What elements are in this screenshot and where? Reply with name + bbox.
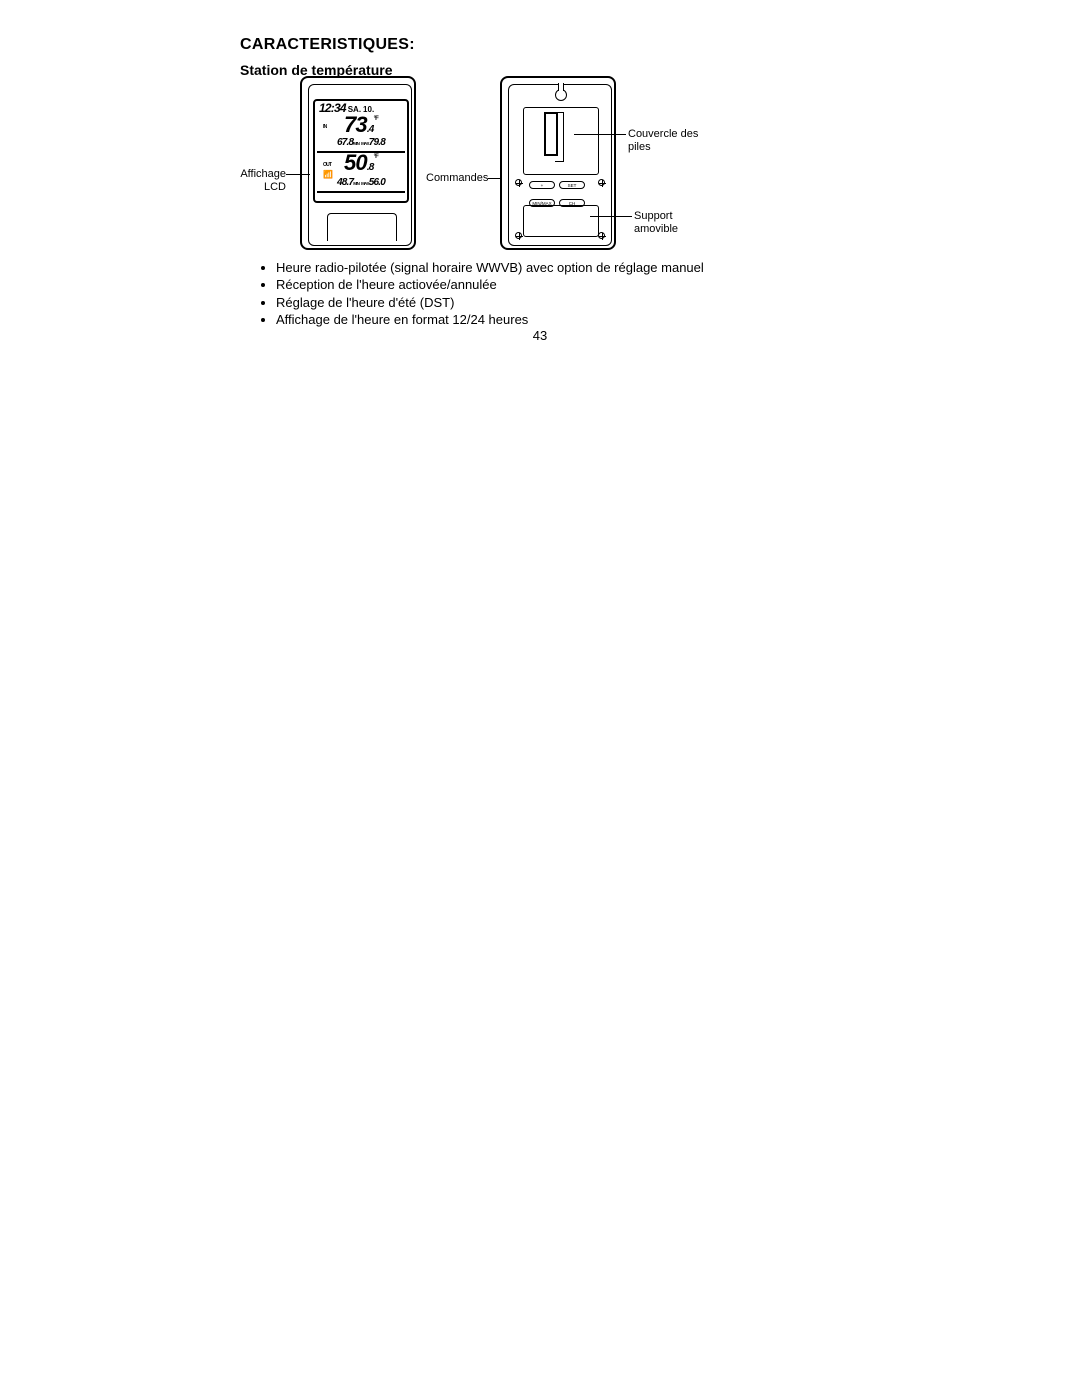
callout-stand: Support amovible: [634, 210, 678, 236]
feature-item: Réception de l'heure actiovée/annulée: [276, 277, 816, 293]
lcd-out-dec: .8: [367, 162, 374, 173]
stand-recess: [523, 205, 599, 237]
lead-stand: [590, 216, 632, 217]
lcd-out-max: 56.0: [369, 177, 385, 188]
lcd-out-unit: °F: [374, 154, 378, 160]
screw-icon: [515, 179, 522, 186]
lead-lcd: [286, 174, 310, 175]
front-bottom-panel: [327, 213, 397, 241]
lcd-out-max-label: MAX: [361, 181, 369, 186]
device-diagram: 12:34SA.10. IN 73.4°F 67.8MIN MAX79.8 OU…: [236, 76, 776, 254]
feature-item: Réglage de l'heure d'été (DST): [276, 295, 816, 311]
lead-battery- cover: [574, 134, 626, 135]
lcd-in-max-label: MAX: [361, 141, 369, 146]
screw-icon: [515, 232, 522, 239]
lcd-in-int: 73: [344, 112, 367, 137]
battery-compartment: [523, 107, 599, 175]
front-device: 12:34SA.10. IN 73.4°F 67.8MIN MAX79.8 OU…: [300, 76, 416, 250]
manual-page: CARACTERISTIQUES: Station de température…: [0, 0, 1080, 1397]
lcd-screen: 12:34SA.10. IN 73.4°F 67.8MIN MAX79.8 OU…: [313, 99, 409, 203]
lcd-divider-2: [317, 191, 405, 193]
callout-lcd: Affichage LCD: [236, 168, 286, 194]
page-number: 43: [0, 328, 1080, 343]
lcd-out-min-label: MIN: [353, 181, 359, 186]
back-device-inner: +SET MIN/MAXCH: [508, 84, 612, 246]
front-device-bezel: 12:34SA.10. IN 73.4°F 67.8MIN MAX79.8 OU…: [308, 84, 412, 246]
hang-slot: [558, 83, 564, 91]
lcd-out-min: 48.7: [337, 177, 353, 188]
back-button-2: SET: [559, 181, 585, 189]
feature-list: Heure radio-pilotée (signal horaire WWVB…: [256, 260, 816, 329]
lcd-outdoor-minmax: 48.7MIN MAX56.0: [319, 177, 403, 188]
screw-icon: [598, 232, 605, 239]
lcd-out-int: 50: [344, 150, 367, 175]
callout-commands: Commandes: [426, 172, 488, 185]
lcd-outdoor-temp: OUT 📶 50.8°F: [319, 153, 403, 179]
lcd-in-min: 67.8: [337, 137, 353, 148]
back-device: +SET MIN/MAXCH: [500, 76, 616, 250]
battery-cover: [544, 112, 558, 156]
lcd-in-dec: .4: [367, 124, 374, 135]
lcd-indoor-minmax: 67.8MIN MAX79.8: [319, 137, 403, 148]
back-button-1: +: [529, 181, 555, 189]
feature-item: Affichage de l'heure en format 12/24 heu…: [276, 312, 816, 328]
feature-item: Heure radio-pilotée (signal horaire WWVB…: [276, 260, 816, 276]
lcd-in-unit: °F: [374, 116, 378, 122]
lcd-in-max: 79.8: [369, 137, 385, 148]
callout-battery-cover: Couvercle des piles: [628, 128, 698, 154]
lcd-in-min-label: MIN: [353, 141, 359, 146]
section-heading: CARACTERISTIQUES:: [240, 36, 415, 54]
lcd-in-label: IN: [323, 117, 326, 137]
lcd-time: 12:34: [319, 101, 346, 115]
screw-icon: [598, 179, 605, 186]
